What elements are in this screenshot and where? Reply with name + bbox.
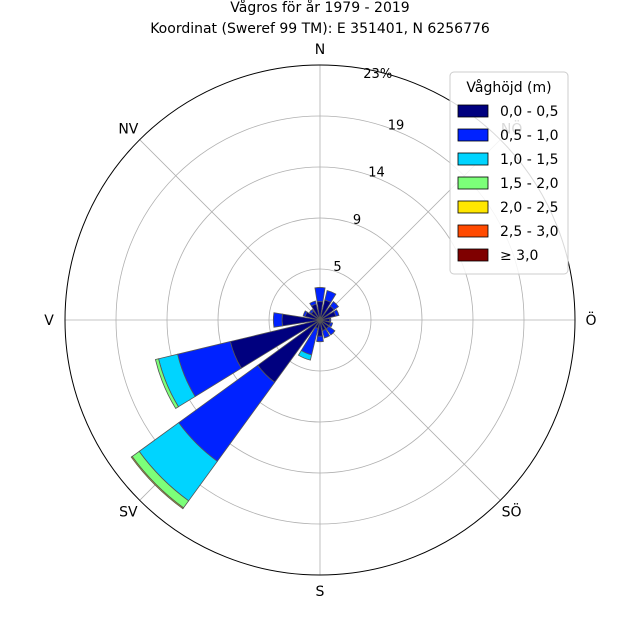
legend-swatch-3 xyxy=(457,176,489,190)
legend-swatch-6 xyxy=(457,248,489,262)
direction-label-0: N xyxy=(315,42,325,58)
bar-VNV-series-1 xyxy=(302,310,308,317)
direction-label-2: Ö xyxy=(585,311,596,329)
radial-tick-label-1: 9 xyxy=(353,213,361,228)
bar-SV-series-4 xyxy=(130,455,185,510)
bar-Ö-series-1 xyxy=(329,317,332,323)
grid-spoke-3 xyxy=(319,319,501,501)
legend-swatch-4 xyxy=(457,200,489,214)
rose-bars xyxy=(130,287,340,510)
bar-V-series-1 xyxy=(272,312,283,328)
direction-label-4: S xyxy=(316,584,325,600)
direction-label-6: V xyxy=(44,313,54,329)
bar-S-series-1 xyxy=(316,335,324,343)
chart-subtitle: Koordinat (Sweref 99 TM): E 351401, N 62… xyxy=(150,21,490,37)
legend-swatch-2 xyxy=(457,152,489,166)
bar-VSV-series-3 xyxy=(154,358,179,409)
legend: Våghöjd (m) 0,0 - 0,5 0,5 - 1,0 1,0 - 1,5 1,… xyxy=(449,71,569,275)
legend-label-3: 1,5 - 2,0 xyxy=(500,176,558,192)
legend-label-6: ≥ 3,0 xyxy=(500,248,538,264)
radial-max-label: 23% xyxy=(363,67,392,82)
bar-SSV-series-2 xyxy=(297,349,313,361)
bar-NNV-series-1 xyxy=(309,300,317,307)
legend-label-0: 0,0 - 0,5 xyxy=(500,104,558,120)
bar-NÖ-series-1 xyxy=(329,301,339,311)
legend-frame xyxy=(449,71,569,275)
grid-spoke-7 xyxy=(139,139,321,321)
axis-labels: NNÖÖSÖSSVVNV59141923% xyxy=(44,42,596,600)
legend-title: Våghöjd (m) xyxy=(466,79,551,96)
direction-label-3: SÖ xyxy=(502,503,522,521)
legend-label-2: 1,0 - 1,5 xyxy=(500,152,558,168)
direction-label-7: NV xyxy=(118,121,138,137)
bar-ÖNÖ-series-1 xyxy=(333,309,340,317)
bar-SÖ-series-1 xyxy=(325,325,336,336)
legend-label-5: 2,5 - 3,0 xyxy=(500,224,558,240)
radial-tick-label-2: 14 xyxy=(368,166,385,181)
bar-NV-series-1 xyxy=(308,308,315,315)
direction-label-5: SV xyxy=(119,505,138,521)
radial-tick-label-3: 19 xyxy=(388,119,405,134)
legend-swatch-5 xyxy=(457,224,489,238)
bar-SSÖ-series-1 xyxy=(322,328,331,339)
bar-N-series-1 xyxy=(314,287,326,303)
radial-tick-label-0: 5 xyxy=(333,260,341,275)
legend-swatch-1 xyxy=(457,128,489,142)
legend-swatch-0 xyxy=(457,104,489,118)
legend-label-1: 0,5 - 1,0 xyxy=(500,128,558,144)
outer-circle xyxy=(64,64,576,576)
chart-title: Vågros för år 1979 - 2019 xyxy=(230,0,409,16)
legend-label-4: 2,0 - 2,5 xyxy=(500,200,558,216)
bar-NNÖ-series-1 xyxy=(324,289,337,303)
bar-ÖSÖ-series-1 xyxy=(328,322,334,328)
